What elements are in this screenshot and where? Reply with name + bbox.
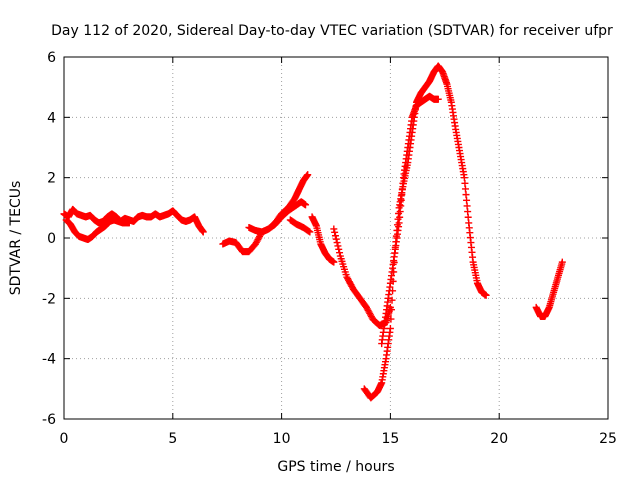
data-point [335,245,343,253]
y-tick-label: -4 [42,352,56,368]
data-point [330,225,338,233]
data-point [387,315,395,323]
y-tick-label: -6 [42,412,56,428]
data-point [482,291,490,299]
data-series [378,62,490,348]
data-series [62,216,133,244]
data-point [331,232,339,240]
x-tick-label: 10 [273,431,291,447]
data-point [388,296,396,304]
data-point [331,228,339,236]
data-series [330,225,394,329]
y-tick-label: 2 [47,171,56,187]
data-point [332,235,340,243]
y-tick-label: -2 [42,291,56,307]
axis-ticks: 0 5 10 15 20 25 -6 -4 -2 0 2 4 6 [42,50,617,447]
x-tick-label: 25 [599,431,617,447]
data-point [199,228,207,236]
data-series [245,171,312,236]
y-tick-label: 6 [47,50,56,66]
y-tick-label: 0 [47,231,56,247]
x-tick-label: 20 [490,431,508,447]
y-axis-label: SDTVAR / TECUs [8,181,24,296]
data-series [308,213,338,266]
data-series [532,258,566,320]
chart-title: Day 112 of 2020, Sidereal Day-to-day VTE… [51,23,613,39]
x-tick-label: 0 [60,431,69,447]
x-tick-label: 15 [381,431,399,447]
data-point [558,258,566,266]
data-point [386,325,394,332]
data-point [434,95,442,103]
x-tick-label: 5 [168,431,177,447]
y-tick-label: 4 [47,110,56,126]
x-axis-label: GPS time / hours [277,459,394,475]
data-point [304,171,312,179]
data-point [302,201,310,209]
data-point [336,249,344,257]
data-series [286,216,314,236]
data-points [60,62,566,402]
data-point [334,242,342,250]
data-point [333,239,341,247]
data-point [125,219,133,227]
data-point [330,258,338,266]
data-point [306,228,314,236]
